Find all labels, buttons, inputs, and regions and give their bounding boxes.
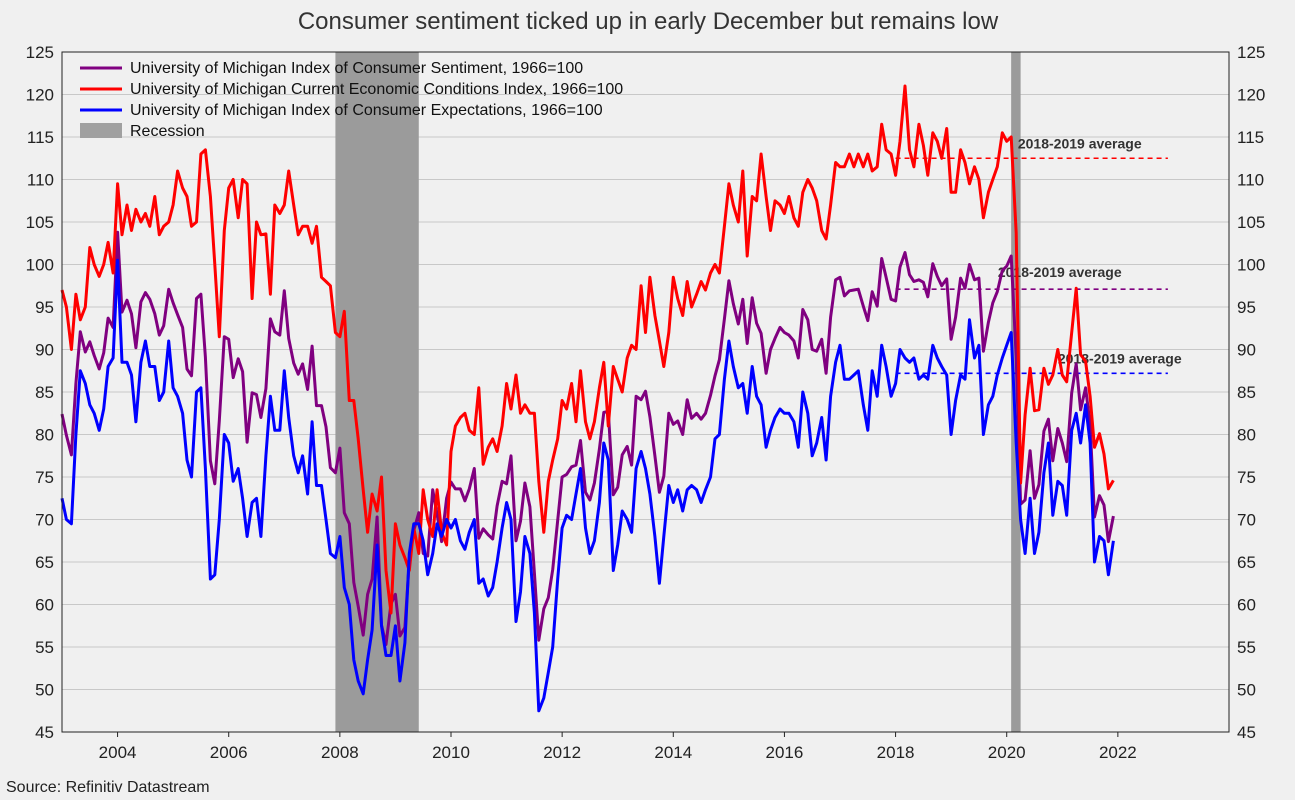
y-tick-label-right: 65 (1237, 553, 1256, 572)
y-tick-label-right: 45 (1237, 723, 1256, 742)
y-tick-label-left: 80 (35, 426, 54, 445)
x-tick-label: 2008 (321, 743, 359, 762)
y-tick-label-right: 70 (1237, 511, 1256, 530)
y-tick-label-left: 45 (35, 723, 54, 742)
x-tick-label: 2018 (877, 743, 915, 762)
legend-label: University of Michigan Index of Consumer… (130, 102, 603, 119)
y-tick-label-left: 70 (35, 511, 54, 530)
y-tick-label-left: 90 (35, 341, 54, 360)
y-tick-label-right: 95 (1237, 298, 1256, 317)
y-tick-label-left: 105 (26, 213, 54, 232)
x-tick-label: 2020 (988, 743, 1026, 762)
chart-title: Consumer sentiment ticked up in early De… (298, 8, 999, 35)
average-label-3: 2018-2019 average (1058, 350, 1182, 366)
x-tick-label: 2022 (1099, 743, 1137, 762)
y-tick-label-right: 110 (1237, 171, 1264, 190)
y-tick-label-right: 120 (1237, 86, 1265, 105)
source-note: Source: Refinitiv Datastream (6, 779, 210, 796)
x-tick-label: 2010 (432, 743, 470, 762)
axes: 45 45 50 50 55 55 60 60 65 65 70 70 75 75 80 80 85 85 90 90… (26, 43, 1266, 762)
y-tick-label-right: 60 (1237, 596, 1256, 615)
average-lines: 2018-2019 average 2018-2019 average 2018-2… (895, 135, 1182, 375)
y-tick-label-right: 105 (1237, 213, 1265, 232)
legend-label: Recession (130, 123, 205, 140)
average-label-1: 2018-2019 average (1018, 135, 1142, 151)
y-tick-label-left: 95 (35, 298, 54, 317)
legend-swatch (80, 123, 122, 138)
legend: University of Michigan Index of Consumer… (80, 60, 623, 140)
y-tick-label-left: 85 (35, 383, 54, 402)
series-line-1 (60, 230, 1115, 646)
y-tick-label-left: 60 (35, 596, 54, 615)
y-tick-label-left: 100 (26, 256, 54, 275)
series-line-3 (60, 258, 1115, 713)
y-tick-label-right: 100 (1237, 256, 1265, 275)
y-tick-label-right: 115 (1237, 128, 1264, 147)
y-tick-label-left: 120 (26, 86, 54, 105)
y-tick-label-right: 125 (1237, 43, 1265, 62)
y-tick-label-left: 65 (35, 553, 54, 572)
y-tick-label-left: 50 (35, 681, 54, 700)
y-tick-label-right: 85 (1237, 383, 1256, 402)
series-line-2 (60, 84, 1115, 615)
y-tick-label-right: 80 (1237, 426, 1256, 445)
x-tick-label: 2016 (766, 743, 804, 762)
legend-label: University of Michigan Index of Consumer… (130, 60, 583, 77)
x-tick-label: 2012 (543, 743, 581, 762)
y-tick-label-left: 125 (26, 43, 54, 62)
legend-label: University of Michigan Current Economic … (130, 81, 623, 98)
average-label-2: 2018-2019 average (998, 264, 1122, 280)
x-tick-label: 2004 (99, 743, 137, 762)
y-tick-label-right: 75 (1237, 468, 1256, 487)
y-tick-label-right: 90 (1237, 341, 1256, 360)
y-tick-label-left: 75 (35, 468, 54, 487)
y-tick-label-right: 55 (1237, 638, 1256, 657)
x-tick-label: 2006 (210, 743, 248, 762)
plot-frame (61, 51, 1230, 733)
series-lines (60, 84, 1115, 713)
y-tick-label-left: 110 (27, 171, 54, 190)
y-tick-label-left: 115 (27, 128, 54, 147)
y-tick-label-right: 50 (1237, 681, 1256, 700)
y-tick-label-left: 55 (35, 638, 54, 657)
x-tick-label: 2014 (654, 743, 692, 762)
